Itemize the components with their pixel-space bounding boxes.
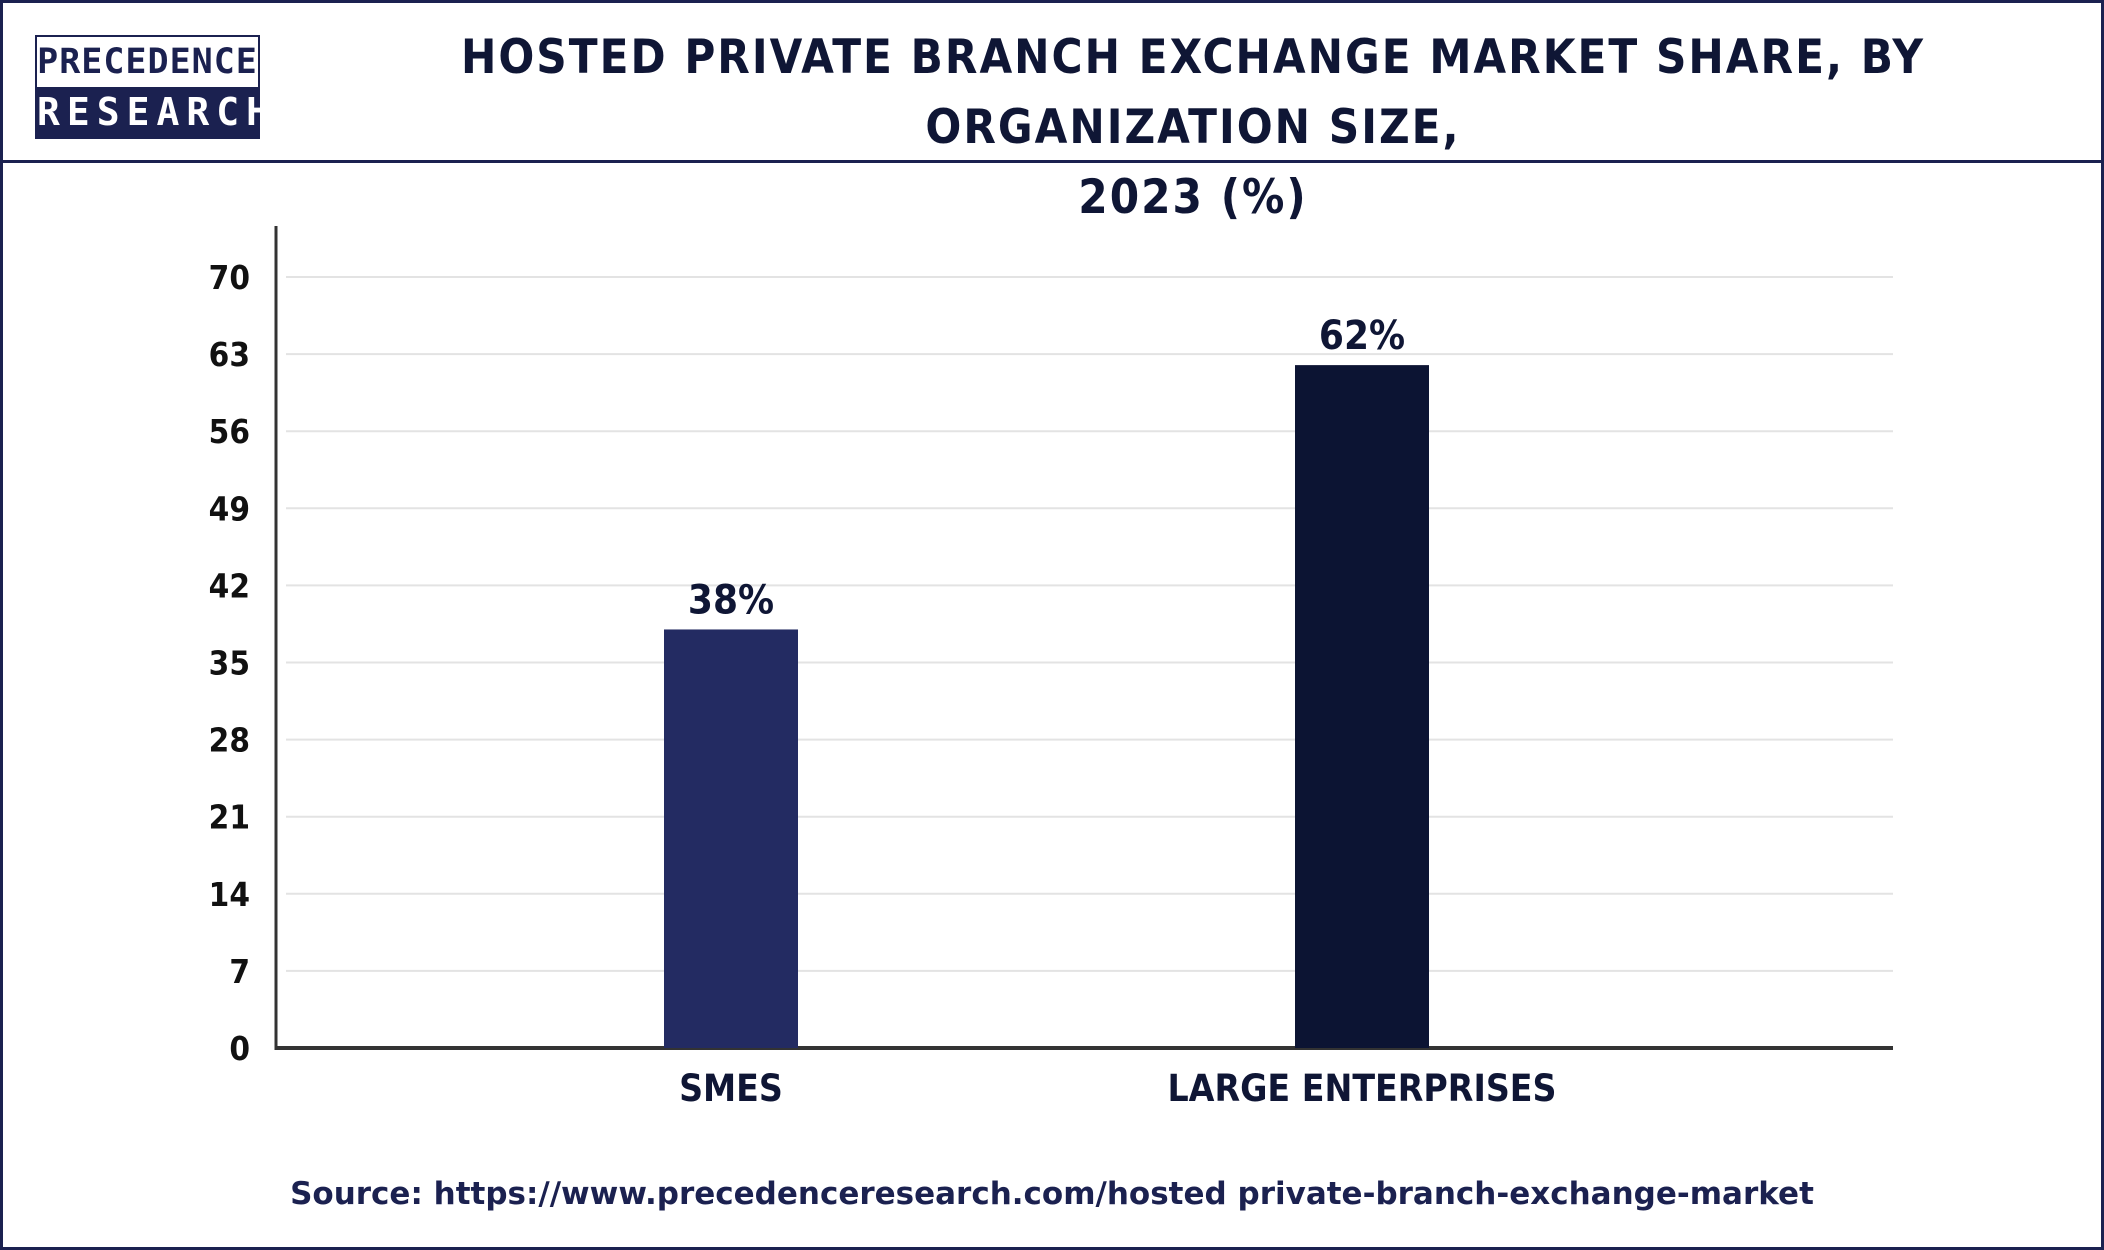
y-tick-label: 35 (209, 644, 250, 683)
logo-text-bottom: RESEARCH (37, 87, 269, 137)
x-tick-label: LARGE ENTERPRISES (1167, 1067, 1556, 1110)
chart-title-line-2: 2023 (%) (1078, 170, 1308, 225)
bar-large-enterprises (1295, 365, 1429, 1049)
y-tick-label: 7 (229, 952, 250, 991)
chart-title-line-1: HOSTED PRIVATE BRANCH EXCHANGE MARKET SH… (460, 30, 1926, 155)
chart-title: HOSTED PRIVATE BRANCH EXCHANGE MARKET SH… (333, 23, 2053, 233)
brand-logo: PRECEDENCE RESEARCH (35, 35, 269, 139)
y-tick-label: 28 (209, 721, 250, 760)
logo-text-top: PRECEDENCE (37, 37, 258, 87)
data-label: 38% (688, 577, 774, 623)
source-citation: Source: https://www.precedenceresearch.c… (290, 1176, 1814, 1212)
bar-smes (664, 629, 798, 1048)
y-tick-label: 70 (209, 258, 250, 297)
y-tick-label: 0 (229, 1029, 250, 1068)
y-tick-label: 63 (209, 335, 250, 374)
y-tick-label: 42 (209, 566, 250, 605)
y-tick-label: 49 (209, 489, 250, 528)
y-tick-label: 56 (209, 412, 250, 451)
y-tick-label: 21 (209, 798, 250, 837)
x-tick-label: SMES (679, 1067, 783, 1110)
chart-header: PRECEDENCE RESEARCH HOSTED PRIVATE BRANC… (3, 3, 2101, 225)
data-label: 62% (1319, 313, 1405, 359)
y-tick-label: 14 (209, 875, 250, 914)
